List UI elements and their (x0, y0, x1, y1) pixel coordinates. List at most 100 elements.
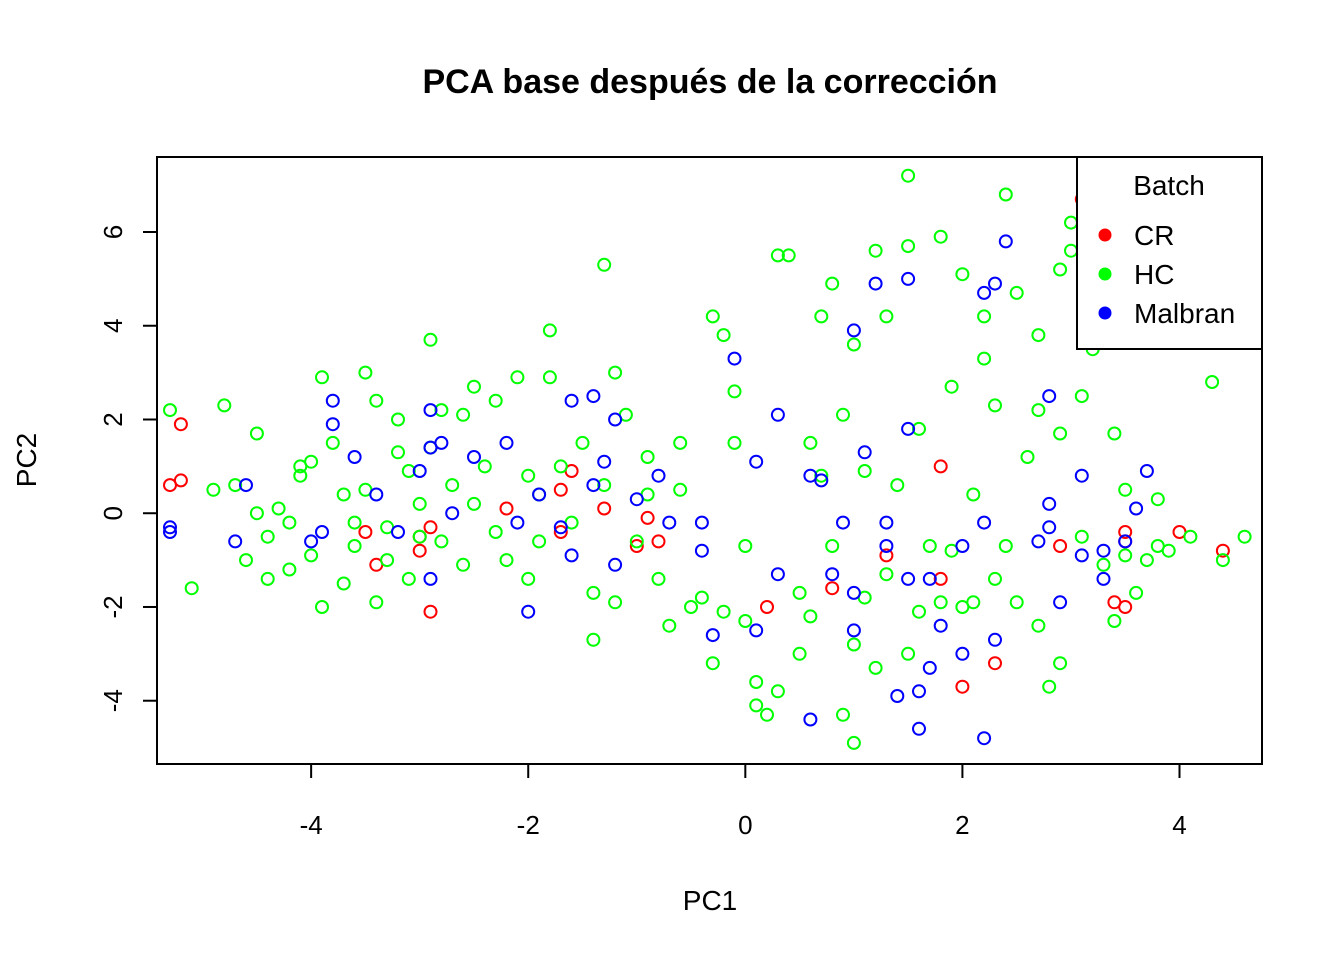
legend-label-cr: CR (1134, 220, 1174, 251)
point-hc-85 (760, 707, 774, 722)
chart-title: PCA base después de la corrección (422, 63, 997, 101)
point-malbran-40 (770, 567, 785, 582)
point-hc-129 (1009, 285, 1024, 300)
point-hc-81 (738, 614, 753, 628)
point-cr-1 (173, 417, 188, 432)
y-tick-label-0: -4 (98, 689, 128, 712)
point-hc-107 (879, 567, 894, 582)
point-malbran-68 (988, 276, 1002, 291)
point-hc-152 (1150, 492, 1165, 507)
point-hc-103 (857, 464, 872, 478)
point-hc-108 (890, 478, 905, 493)
point-hc-92 (803, 435, 818, 450)
point-hc-16 (304, 548, 319, 563)
x-tick-label-0: -4 (300, 810, 323, 840)
point-malbran-17 (467, 450, 481, 464)
point-cr-22 (955, 679, 970, 694)
point-malbran-72 (1042, 496, 1057, 511)
point-hc-56 (553, 459, 568, 474)
point-hc-94 (814, 309, 829, 324)
point-hc-32 (401, 464, 416, 478)
point-malbran-12 (423, 571, 438, 586)
point-hc-15 (304, 454, 319, 469)
point-malbran-64 (977, 285, 992, 300)
point-hc-95 (825, 276, 840, 291)
point-hc-26 (369, 393, 384, 408)
point-hc-28 (380, 553, 395, 568)
point-hc-135 (1042, 679, 1057, 694)
point-hc-128 (998, 539, 1013, 553)
legend-marker-cr (1098, 228, 1112, 242)
point-cr-11 (553, 482, 568, 497)
point-hc-145 (1096, 557, 1111, 572)
y-axis-label: PC2 (11, 433, 42, 487)
point-cr-28 (1118, 525, 1133, 539)
point-malbran-51 (879, 515, 894, 530)
point-hc-104 (868, 660, 883, 675)
point-hc-101 (846, 637, 861, 652)
point-hc-20 (336, 576, 351, 591)
point-malbran-3 (239, 478, 253, 493)
point-malbran-81 (1139, 464, 1154, 478)
y-tick-label-5: 6 (98, 225, 128, 239)
point-hc-82 (738, 539, 753, 553)
point-malbran-73 (1042, 520, 1057, 535)
point-malbran-49 (857, 445, 872, 460)
point-malbran-6 (325, 393, 340, 408)
point-cr-7 (423, 520, 438, 535)
point-hc-0 (163, 403, 177, 418)
point-hc-46 (488, 393, 503, 408)
scatter-points (163, 168, 1252, 750)
point-malbran-45 (836, 515, 850, 530)
point-hc-151 (1139, 553, 1154, 568)
point-hc-64 (608, 595, 623, 610)
point-hc-86 (770, 684, 785, 699)
x-tick-label-3: 2 (955, 810, 969, 840)
point-hc-33 (401, 571, 416, 586)
point-malbran-26 (586, 389, 601, 404)
point-hc-117 (944, 379, 959, 394)
point-hc-58 (575, 435, 590, 450)
point-hc-126 (988, 571, 1002, 586)
point-hc-31 (391, 412, 405, 427)
point-hc-8 (260, 571, 275, 586)
point-cr-19 (879, 548, 894, 563)
point-hc-12 (282, 515, 297, 530)
point-cr-2 (173, 473, 188, 488)
point-malbran-80 (1129, 501, 1144, 516)
point-hc-77 (716, 604, 731, 619)
point-malbran-11 (412, 464, 427, 478)
point-malbran-77 (1096, 571, 1111, 586)
point-malbran-33 (694, 543, 709, 558)
point-hc-3 (217, 398, 232, 413)
point-hc-59 (586, 632, 601, 647)
point-malbran-55 (901, 421, 916, 436)
point-hc-67 (640, 450, 655, 464)
point-hc-50 (521, 468, 536, 483)
y-axis: -4 -2 0 2 4 6 (98, 225, 158, 712)
point-malbran-71 (1042, 389, 1057, 404)
point-malbran-18 (499, 435, 514, 450)
point-malbran-34 (694, 515, 709, 530)
point-malbran-10 (391, 525, 405, 539)
point-hc-35 (412, 496, 427, 511)
point-malbran-74 (1053, 595, 1068, 610)
point-hc-139 (1064, 215, 1078, 230)
point-malbran-28 (608, 412, 623, 427)
point-malbran-29 (608, 557, 623, 572)
point-hc-69 (651, 571, 666, 586)
point-hc-84 (749, 698, 764, 713)
point-hc-7 (249, 426, 264, 441)
point-malbran-27 (597, 454, 612, 469)
point-hc-90 (792, 585, 807, 600)
point-cr-16 (651, 534, 666, 549)
point-hc-51 (521, 571, 536, 586)
point-hc-147 (1107, 426, 1122, 441)
point-hc-83 (749, 675, 764, 689)
point-hc-88 (781, 248, 796, 263)
point-hc-22 (347, 539, 362, 553)
legend-label-malbran: Malbran (1134, 298, 1235, 329)
point-hc-19 (325, 435, 340, 450)
point-hc-49 (510, 370, 525, 385)
